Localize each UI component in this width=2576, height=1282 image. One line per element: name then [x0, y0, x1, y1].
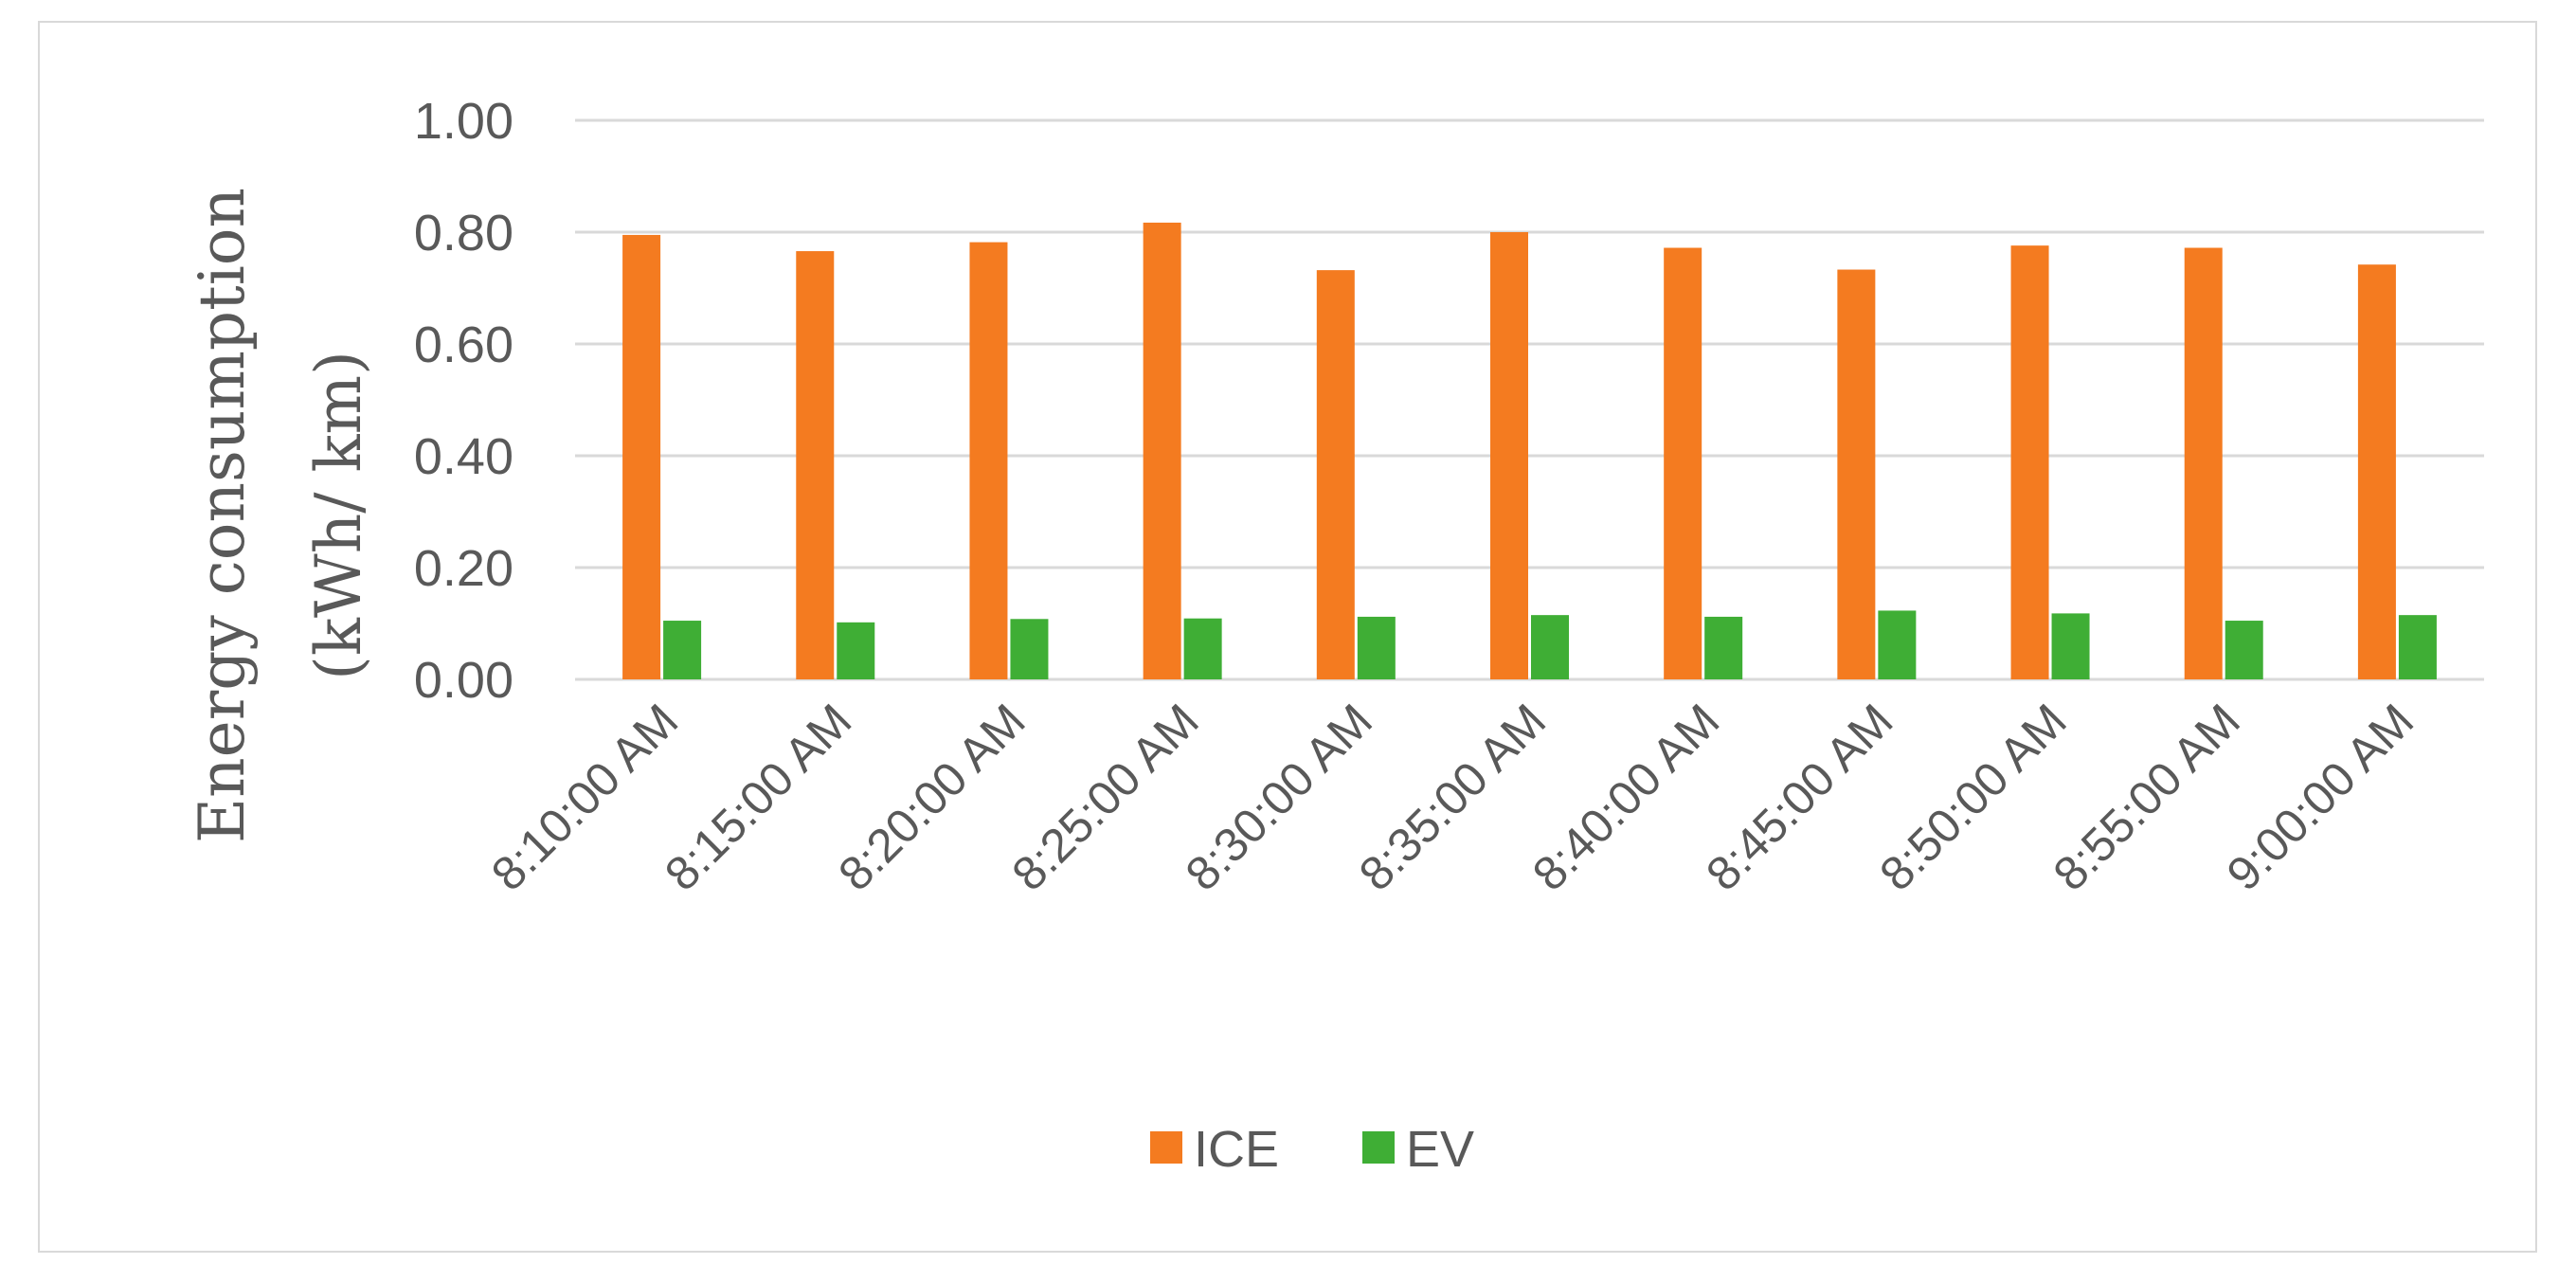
bar-ice: [969, 242, 1008, 679]
bar-ev: [2398, 615, 2437, 679]
y-axis-label-line-2: (kWh/ km): [302, 351, 375, 680]
bar-ice: [1664, 247, 1702, 679]
legend: ICE EV: [1150, 1121, 1474, 1178]
x-category-label: 8:10:00 AM: [481, 694, 688, 900]
bar-ev: [663, 621, 702, 679]
bar-ev: [2225, 621, 2263, 679]
legend-swatch-ice: [1150, 1131, 1182, 1164]
bars: [622, 222, 2437, 679]
y-tick-label: 0.60: [414, 316, 513, 373]
bar-ice: [2357, 264, 2396, 679]
bar-ice: [2184, 247, 2223, 679]
bar-ev: [1878, 610, 1917, 679]
bar-ice: [796, 251, 835, 679]
x-category-label: 8:15:00 AM: [655, 694, 861, 900]
bar-ev: [2051, 613, 2090, 679]
bar-ev: [1183, 618, 1222, 679]
y-tick-label: 0.00: [414, 652, 513, 709]
y-axis-ticks: 0.00 0.20 0.40 0.60 0.80 1.00: [414, 93, 513, 709]
y-tick-label: 0.20: [414, 540, 513, 597]
x-category-label: 8:50:00 AM: [1869, 694, 2076, 900]
chart-frame: 0.00 0.20 0.40 0.60 0.80 1.00 Energy consumpt…: [38, 21, 2537, 1253]
bar-ice: [1837, 269, 1876, 679]
x-category-label: 8:30:00 AM: [1176, 694, 1382, 900]
bar-chart: 0.00 0.20 0.40 0.60 0.80 1.00 Energy consumpt…: [186, 93, 2484, 1178]
gridlines: [575, 118, 2484, 681]
x-axis-categories: 8:10:00 AM8:15:00 AM8:20:00 AM8:25:00 AM…: [481, 694, 2423, 900]
bar-ev: [1704, 616, 1743, 679]
y-axis-label-line-1: Energy consumption: [186, 188, 259, 843]
legend-swatch-ev: [1362, 1131, 1395, 1164]
bar-ev: [837, 622, 875, 679]
y-tick-label: 0.40: [414, 428, 513, 485]
x-category-label: 8:40:00 AM: [1522, 694, 1729, 900]
bar-ice: [1490, 232, 1528, 679]
x-category-label: 8:45:00 AM: [1696, 694, 1902, 900]
bar-ice: [1143, 222, 1181, 679]
y-tick-label: 1.00: [414, 93, 513, 150]
legend-label-ev: EV: [1406, 1121, 1474, 1178]
bar-ice: [622, 234, 661, 679]
bar-ev: [1357, 616, 1396, 679]
x-category-label: 8:25:00 AM: [1001, 694, 1208, 900]
bar-ice: [1316, 270, 1355, 679]
y-tick-label: 0.80: [414, 205, 513, 262]
x-category-label: 9:00:00 AM: [2217, 694, 2423, 900]
x-category-label: 8:35:00 AM: [1349, 694, 1556, 900]
legend-label-ice: ICE: [1194, 1121, 1279, 1178]
bar-ice: [2010, 245, 2049, 679]
bar-ev: [1531, 615, 1569, 679]
bar-ev: [1010, 619, 1049, 679]
x-category-label: 8:20:00 AM: [828, 694, 1035, 900]
x-category-label: 8:55:00 AM: [2044, 694, 2250, 900]
